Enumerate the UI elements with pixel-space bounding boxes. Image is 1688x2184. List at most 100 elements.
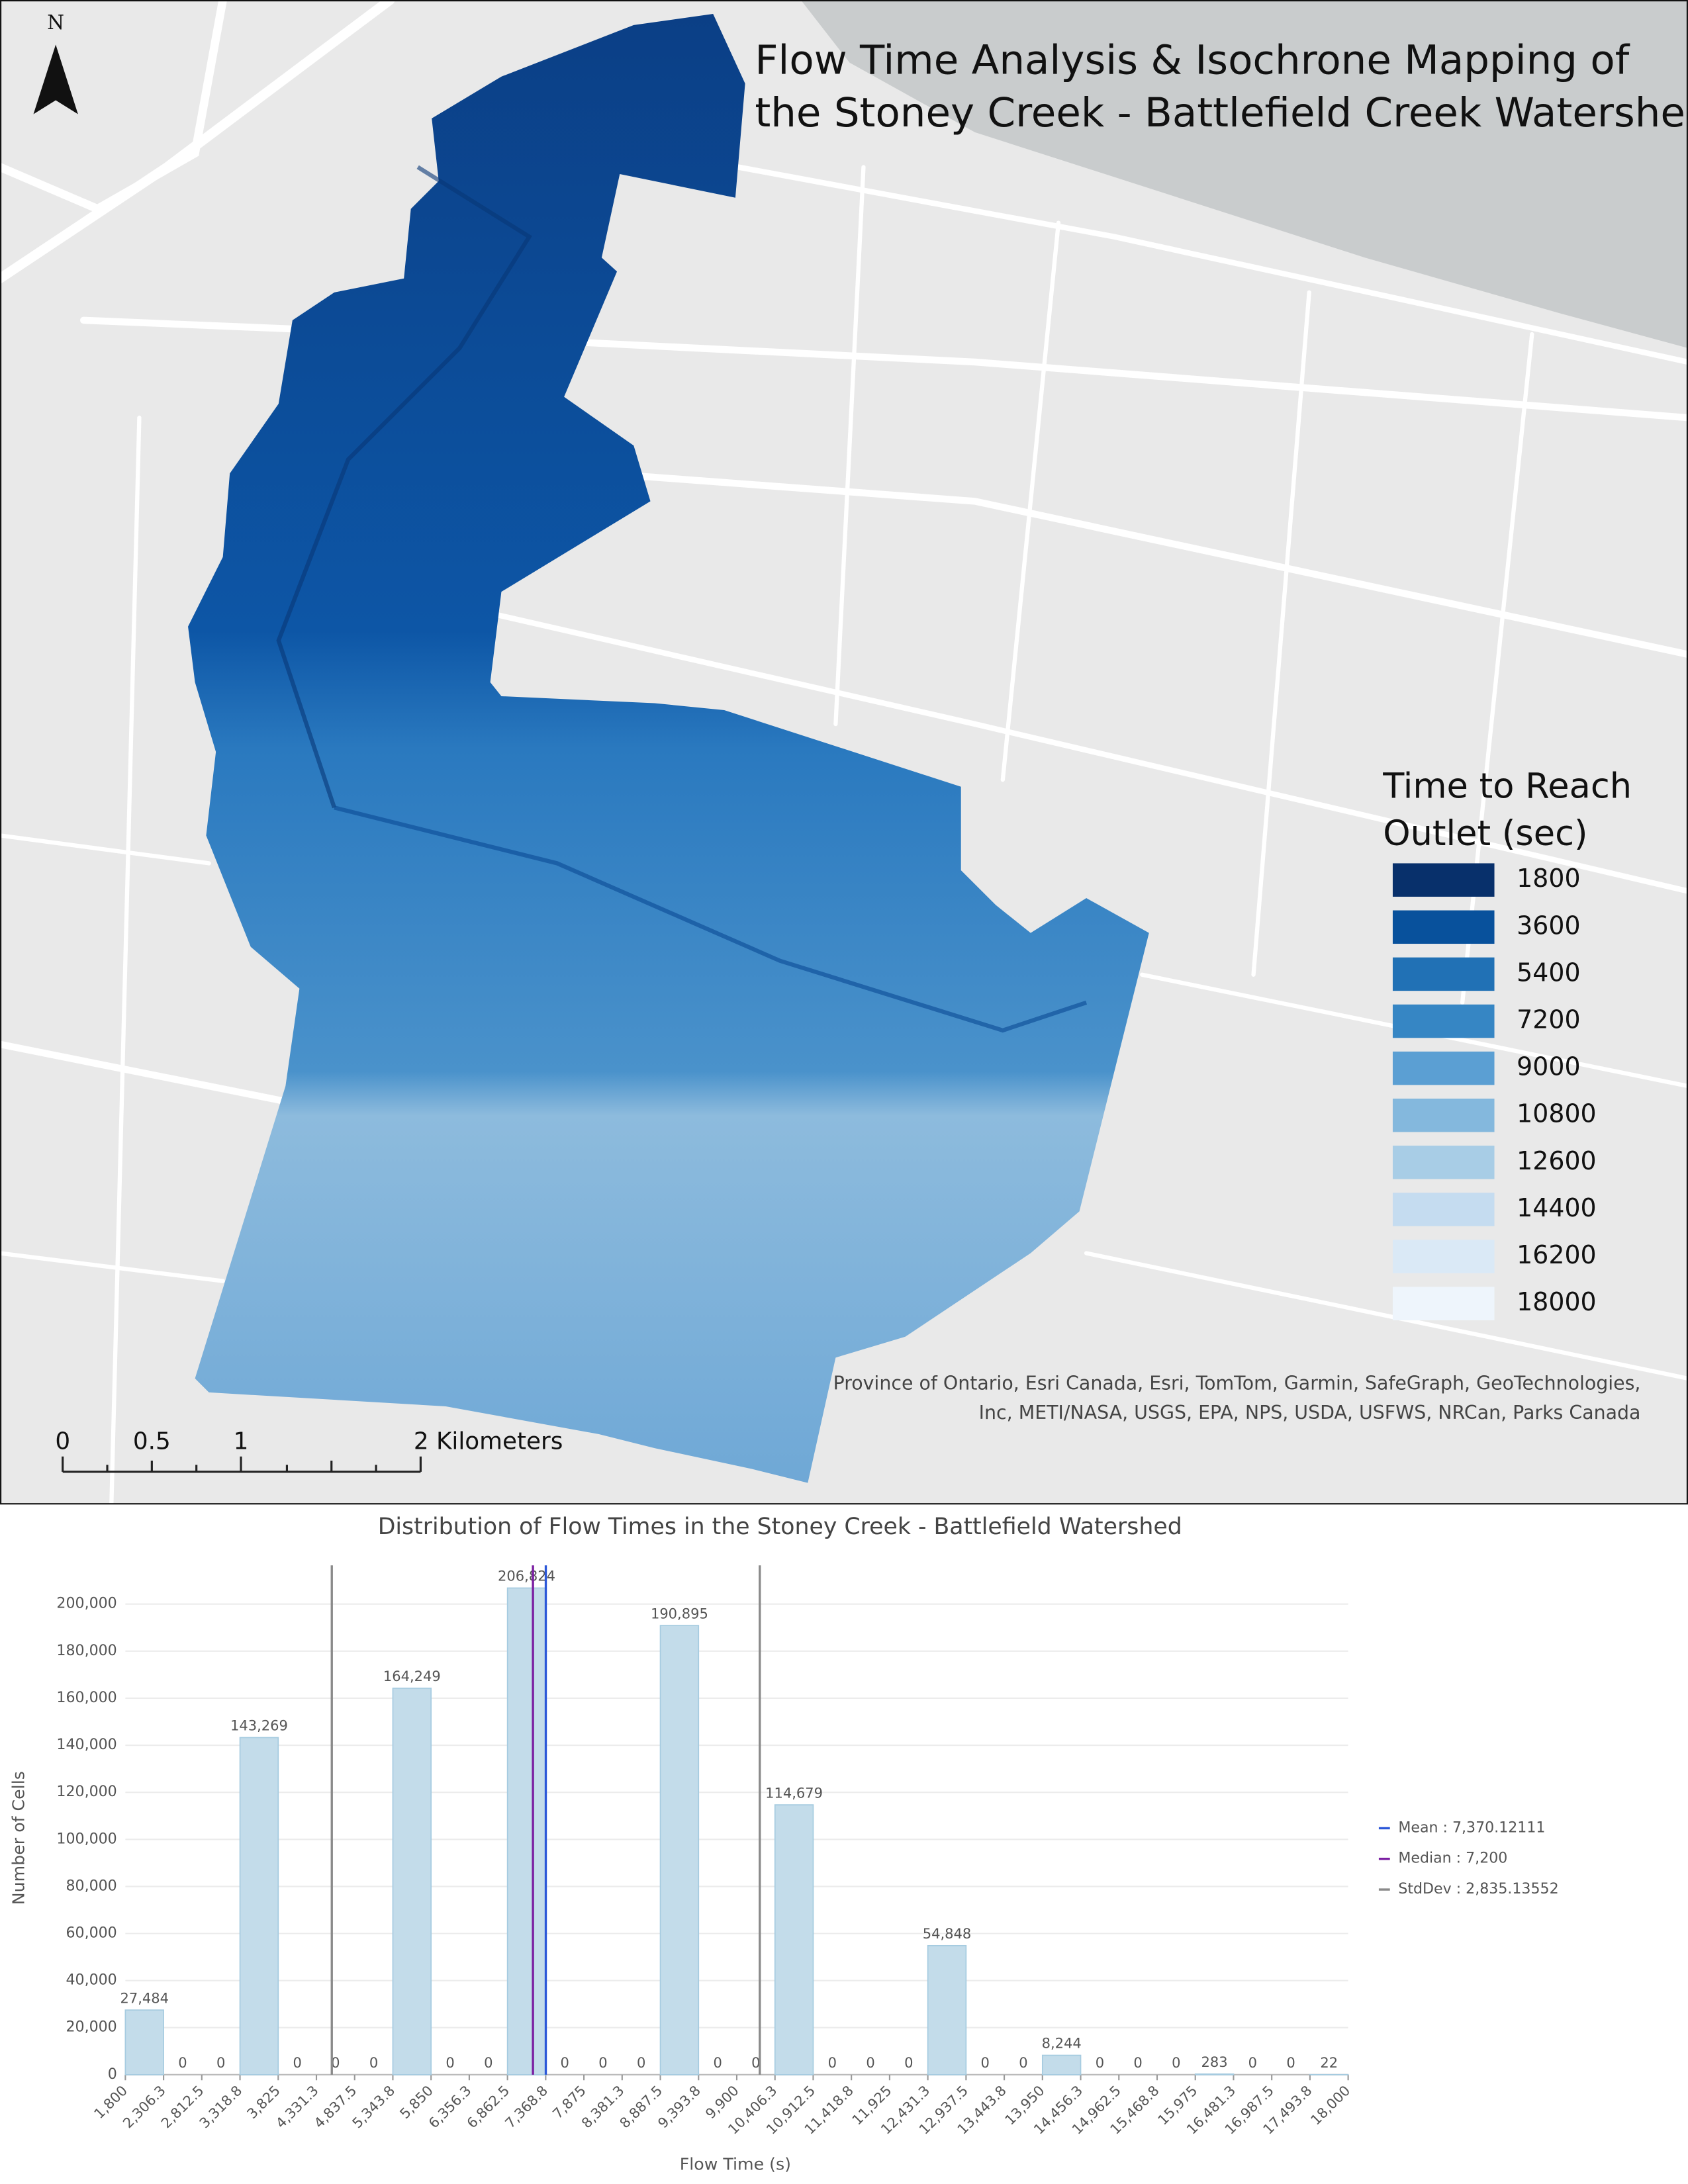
legend-swatch bbox=[1392, 910, 1495, 944]
value-label: 0 bbox=[1133, 2054, 1142, 2071]
legend-swatch bbox=[1392, 1146, 1495, 1179]
attribution: Province of Ontario, Esri Canada, Esri, … bbox=[833, 1373, 1641, 1425]
value-label: 0 bbox=[484, 2054, 492, 2071]
legend-title: Outlet (sec) bbox=[1383, 813, 1587, 854]
north-arrow: N bbox=[33, 11, 78, 114]
legend-label: Median : 7,200 bbox=[1398, 1850, 1507, 1867]
legend-label: 14400 bbox=[1517, 1193, 1596, 1222]
chart-title: Distribution of Flow Times in the Stoney… bbox=[378, 1514, 1182, 1540]
value-label: 0 bbox=[904, 2054, 913, 2071]
north-label: N bbox=[47, 11, 64, 34]
legend-swatch bbox=[1392, 1098, 1495, 1132]
legend-label: 5400 bbox=[1517, 958, 1580, 987]
value-label: 114,679 bbox=[765, 1784, 823, 1801]
legend-label: 9000 bbox=[1517, 1052, 1580, 1081]
x-tick-label: 18,000 bbox=[1307, 2082, 1354, 2128]
bar bbox=[1041, 2054, 1082, 2075]
lake bbox=[800, 0, 1688, 348]
legend-title: Time to Reach bbox=[1382, 766, 1632, 806]
legend-swatch bbox=[1392, 1287, 1495, 1320]
value-label: 164,249 bbox=[383, 1668, 441, 1684]
value-label: 0 bbox=[331, 2054, 340, 2071]
value-label: 22 bbox=[1320, 2054, 1338, 2071]
y-tick-label: 160,000 bbox=[56, 1689, 117, 1706]
legend-label: Mean : 7,370.12111 bbox=[1398, 1819, 1545, 1836]
scale-label: 2 Kilometers bbox=[414, 1428, 563, 1455]
y-tick-label: 180,000 bbox=[56, 1642, 117, 1659]
bar bbox=[774, 1804, 814, 2075]
value-label: 0 bbox=[598, 2054, 607, 2071]
histogram: 0 20,000 40,000 60,000 80,000 100,000 120,000 1… bbox=[56, 1565, 1559, 2138]
stream bbox=[276, 165, 532, 809]
stream bbox=[334, 805, 1088, 1033]
value-label: 0 bbox=[1248, 2054, 1257, 2071]
value-label: 0 bbox=[178, 2054, 187, 2071]
road bbox=[485, 610, 1688, 894]
legend-label: 7200 bbox=[1517, 1005, 1580, 1034]
value-label: 0 bbox=[828, 2054, 837, 2071]
scale-bar: 0 0.5 1 2 Kilometers bbox=[55, 1428, 563, 1473]
y-tick-label: 120,000 bbox=[56, 1783, 117, 1800]
highway bbox=[0, 0, 395, 284]
scale-label: 0 bbox=[55, 1428, 70, 1455]
legend-swatch bbox=[1392, 957, 1495, 991]
road bbox=[0, 833, 211, 866]
value-label: 0 bbox=[713, 2054, 722, 2071]
highway bbox=[0, 0, 227, 214]
y-tick-label: 100,000 bbox=[56, 1830, 117, 1847]
legend-label: StdDev : 2,835.13552 bbox=[1398, 1880, 1558, 1897]
bar bbox=[1194, 2073, 1235, 2075]
scale-label: 0.5 bbox=[133, 1428, 171, 1455]
value-label: 0 bbox=[369, 2054, 378, 2071]
bar bbox=[392, 1687, 432, 2075]
legend-label: 18000 bbox=[1517, 1287, 1596, 1316]
roads bbox=[0, 0, 1688, 1504]
value-label: 8,244 bbox=[1042, 2035, 1082, 2052]
legend-swatch bbox=[1392, 863, 1495, 897]
value-label: 0 bbox=[293, 2054, 301, 2071]
value-label: 190,895 bbox=[651, 1605, 708, 1621]
legend-swatch bbox=[1392, 1004, 1495, 1038]
road bbox=[833, 165, 866, 727]
road bbox=[79, 316, 1688, 422]
map-title: the Stoney Creek - Battlefield Creek Wat… bbox=[755, 89, 1688, 136]
y-axis-label: Number of Cells bbox=[9, 1771, 28, 1905]
legend-label: 3600 bbox=[1517, 911, 1580, 940]
value-label: 0 bbox=[1286, 2054, 1295, 2071]
bar bbox=[124, 2009, 164, 2075]
road bbox=[109, 416, 142, 1504]
value-label: 0 bbox=[981, 2054, 990, 2071]
scale-ticks bbox=[62, 1456, 422, 1472]
road bbox=[0, 1251, 225, 1283]
y-tick-label: 80,000 bbox=[66, 1877, 117, 1894]
y-tick-label: 60,000 bbox=[66, 1925, 117, 1942]
y-tick-label: 20,000 bbox=[66, 2019, 117, 2036]
legend-swatch bbox=[1392, 1193, 1495, 1226]
value-label: 0 bbox=[1019, 2054, 1027, 2071]
value-label: 54,848 bbox=[923, 1925, 972, 1942]
value-label: 0 bbox=[1172, 2054, 1180, 2071]
legend-swatch bbox=[1392, 1240, 1495, 1273]
bar bbox=[506, 1587, 547, 2075]
value-label: 0 bbox=[1096, 2054, 1104, 2071]
y-tick-label: 200,000 bbox=[56, 1595, 117, 1612]
scale-label: 1 bbox=[234, 1428, 249, 1455]
x-axis-label: Flow Time (s) bbox=[680, 2155, 791, 2174]
y-tick-label: 0 bbox=[108, 2066, 117, 2083]
value-label: 27,484 bbox=[120, 1989, 169, 2006]
map-legend: 1800 3600 5400 7200 9000 10800 12600 14400 16200… bbox=[1392, 863, 1597, 1320]
road bbox=[1084, 1251, 1688, 1381]
value-label: 0 bbox=[637, 2054, 645, 2071]
value-label: 0 bbox=[445, 2054, 454, 2071]
value-label: 0 bbox=[561, 2054, 569, 2071]
value-label: 283 bbox=[1201, 2054, 1228, 2070]
value-label: 143,269 bbox=[230, 1717, 288, 1734]
road bbox=[1000, 220, 1061, 782]
bar bbox=[659, 1625, 700, 2075]
value-label: 0 bbox=[216, 2054, 225, 2071]
bar bbox=[239, 1737, 279, 2075]
value-label: 0 bbox=[751, 2054, 760, 2071]
map-frame bbox=[0, 0, 1688, 1505]
legend-label: 1800 bbox=[1517, 864, 1580, 893]
